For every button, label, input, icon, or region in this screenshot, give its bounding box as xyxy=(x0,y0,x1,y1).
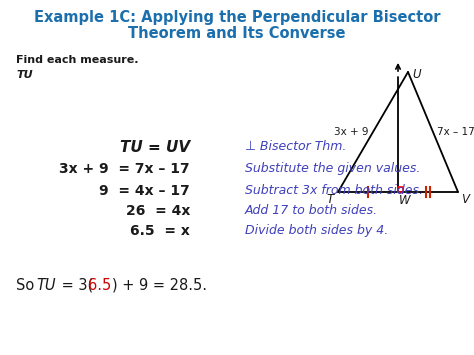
Text: Substitute the given values.: Substitute the given values. xyxy=(245,162,420,175)
Text: 3x + 9: 3x + 9 xyxy=(335,127,369,137)
Text: TU: TU xyxy=(36,278,55,293)
Text: Example 1C: Applying the Perpendicular Bisector: Example 1C: Applying the Perpendicular B… xyxy=(34,10,440,25)
Text: Subtract 3x from both sides.: Subtract 3x from both sides. xyxy=(245,184,423,197)
Text: U: U xyxy=(412,68,420,81)
Text: W: W xyxy=(399,194,410,207)
Text: Divide both sides by 4.: Divide both sides by 4. xyxy=(245,224,388,237)
Text: T: T xyxy=(327,193,334,206)
Text: 9  = 4x – 17: 9 = 4x – 17 xyxy=(99,184,190,198)
Text: V: V xyxy=(461,193,469,206)
Text: 26  = 4x: 26 = 4x xyxy=(126,204,190,218)
Text: ⊥ Bisector Thm.: ⊥ Bisector Thm. xyxy=(245,140,346,153)
Text: 3x + 9  = 7x – 17: 3x + 9 = 7x – 17 xyxy=(59,162,190,176)
Text: 6.5  = x: 6.5 = x xyxy=(130,224,190,238)
Text: ) + 9 = 28.5.: ) + 9 = 28.5. xyxy=(112,278,207,293)
Text: = 3(: = 3( xyxy=(57,278,93,293)
Text: 6.5: 6.5 xyxy=(88,278,111,293)
Text: Find each measure.: Find each measure. xyxy=(16,55,138,65)
Text: 7x – 17: 7x – 17 xyxy=(437,127,474,137)
Text: TU: TU xyxy=(16,70,33,80)
Text: TU = UV: TU = UV xyxy=(120,140,190,155)
Text: Theorem and Its Converse: Theorem and Its Converse xyxy=(128,26,346,41)
Text: Add 17 to both sides.: Add 17 to both sides. xyxy=(245,204,378,217)
Text: So: So xyxy=(16,278,39,293)
